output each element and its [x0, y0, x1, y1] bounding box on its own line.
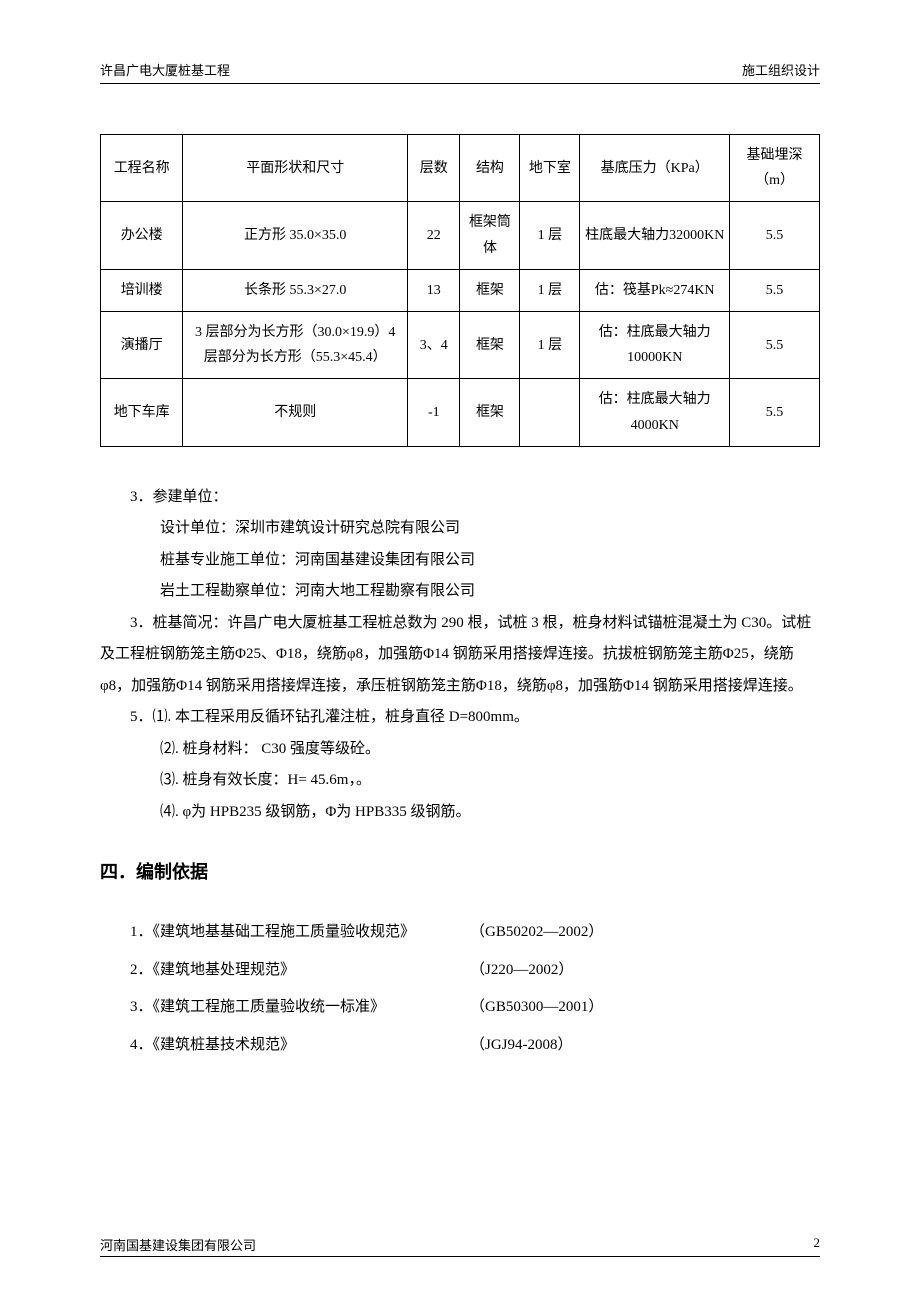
- item5-4: ⑷. φ为 HPB235 级钢筋，Φ为 HPB335 级钢筋。: [100, 797, 820, 829]
- ref-title: 1．《建筑地基基础工程施工质量验收规范》: [130, 914, 470, 952]
- table-header-row: 工程名称 平面形状和尺寸 层数 结构 地下室 基底压力（KPa） 基础埋深（m）: [101, 135, 820, 202]
- th-shape: 平面形状和尺寸: [183, 135, 408, 202]
- section3-line1: 设计单位：深圳市建筑设计研究总院有限公司: [100, 513, 820, 545]
- cell-basement: 1 层: [520, 311, 580, 378]
- footer-left: 河南国基建设集团有限公司: [100, 1235, 256, 1254]
- table-row: 办公楼 正方形 35.0×35.0 22 框架筒体 1 层 柱底最大轴力3200…: [101, 202, 820, 269]
- cell-structure: 框架: [460, 379, 520, 446]
- section3-line3: 岩土工程勘察单位：河南大地工程勘察有限公司: [100, 576, 820, 608]
- item5-3: ⑶. 桩身有效长度：H= 45.6m，。: [100, 765, 820, 797]
- th-floors: 层数: [408, 135, 460, 202]
- header-right: 施工组织设计: [742, 60, 820, 79]
- cell-basement: 1 层: [520, 202, 580, 269]
- page-header: 许昌广电大厦桩基工程 施工组织设计: [100, 60, 820, 84]
- section3-line2: 桩基专业施工单位：河南国基建设集团有限公司: [100, 545, 820, 577]
- cell-shape: 长条形 55.3×27.0: [183, 269, 408, 311]
- th-depth: 基础埋深（m）: [730, 135, 820, 202]
- references-list: 1．《建筑地基基础工程施工质量验收规范》 （GB50202—2002） 2．《建…: [100, 914, 820, 1064]
- cell-pressure: 柱底最大轴力32000KN: [580, 202, 730, 269]
- cell-basement: [520, 379, 580, 446]
- ref-row: 3．《建筑工程施工质量验收统一标准》 （GB50300—2001）: [130, 989, 820, 1027]
- cell-pressure: 估：柱底最大轴力 4000KN: [580, 379, 730, 446]
- ref-code: （GB50300—2001）: [470, 989, 603, 1027]
- cell-structure: 框架: [460, 269, 520, 311]
- ref-code: （JGJ94-2008）: [470, 1027, 573, 1065]
- body-content: 3．参建单位： 设计单位：深圳市建筑设计研究总院有限公司 桩基专业施工单位：河南…: [100, 482, 820, 829]
- th-pressure: 基底压力（KPa）: [580, 135, 730, 202]
- cell-name: 演播厅: [101, 311, 183, 378]
- para3: 3．桩基简况：许昌广电大厦桩基工程桩总数为 290 根，试桩 3 根，桩身材料试…: [100, 608, 820, 703]
- item5-1: 5．⑴. 本工程采用反循环钻孔灌注桩，桩身直径 D=800mm。: [100, 702, 820, 734]
- table-row: 地下车库 不规则 -1 框架 估：柱底最大轴力 4000KN 5.5: [101, 379, 820, 446]
- cell-pressure: 估：柱底最大轴力 10000KN: [580, 311, 730, 378]
- cell-name: 地下车库: [101, 379, 183, 446]
- ref-title: 2．《建筑地基处理规范》: [130, 952, 470, 990]
- section4-heading: 四．编制依据: [100, 858, 820, 884]
- cell-structure: 框架筒体: [460, 202, 520, 269]
- table-row: 培训楼 长条形 55.3×27.0 13 框架 1 层 估：筏基Pk≈274KN…: [101, 269, 820, 311]
- ref-row: 4．《建筑桩基技术规范》 （JGJ94-2008）: [130, 1027, 820, 1065]
- ref-title: 4．《建筑桩基技术规范》: [130, 1027, 470, 1065]
- page-footer: 河南国基建设集团有限公司 2: [100, 1235, 820, 1257]
- ref-code: （GB50202—2002）: [470, 914, 603, 952]
- th-name: 工程名称: [101, 135, 183, 202]
- cell-pressure: 估：筏基Pk≈274KN: [580, 269, 730, 311]
- cell-floors: -1: [408, 379, 460, 446]
- table-row: 演播厅 3 层部分为长方形（30.0×19.9）4 层部分为长方形（55.3×4…: [101, 311, 820, 378]
- cell-name: 办公楼: [101, 202, 183, 269]
- header-left: 许昌广电大厦桩基工程: [100, 60, 230, 79]
- ref-title: 3．《建筑工程施工质量验收统一标准》: [130, 989, 470, 1027]
- item5-2: ⑵. 桩身材料： C30 强度等级砼。: [100, 734, 820, 766]
- footer-page-number: 2: [814, 1235, 821, 1254]
- cell-depth: 5.5: [730, 202, 820, 269]
- cell-basement: 1 层: [520, 269, 580, 311]
- cell-floors: 3、4: [408, 311, 460, 378]
- ref-row: 1．《建筑地基基础工程施工质量验收规范》 （GB50202—2002）: [130, 914, 820, 952]
- section3-title: 3．参建单位：: [100, 482, 820, 514]
- project-table: 工程名称 平面形状和尺寸 层数 结构 地下室 基底压力（KPa） 基础埋深（m）…: [100, 134, 820, 447]
- cell-shape: 正方形 35.0×35.0: [183, 202, 408, 269]
- cell-floors: 22: [408, 202, 460, 269]
- cell-depth: 5.5: [730, 379, 820, 446]
- ref-code: （J220—2002）: [470, 952, 573, 990]
- ref-row: 2．《建筑地基处理规范》 （J220—2002）: [130, 952, 820, 990]
- cell-depth: 5.5: [730, 311, 820, 378]
- cell-depth: 5.5: [730, 269, 820, 311]
- cell-floors: 13: [408, 269, 460, 311]
- cell-structure: 框架: [460, 311, 520, 378]
- cell-name: 培训楼: [101, 269, 183, 311]
- th-structure: 结构: [460, 135, 520, 202]
- cell-shape: 3 层部分为长方形（30.0×19.9）4 层部分为长方形（55.3×45.4）: [183, 311, 408, 378]
- th-basement: 地下室: [520, 135, 580, 202]
- cell-shape: 不规则: [183, 379, 408, 446]
